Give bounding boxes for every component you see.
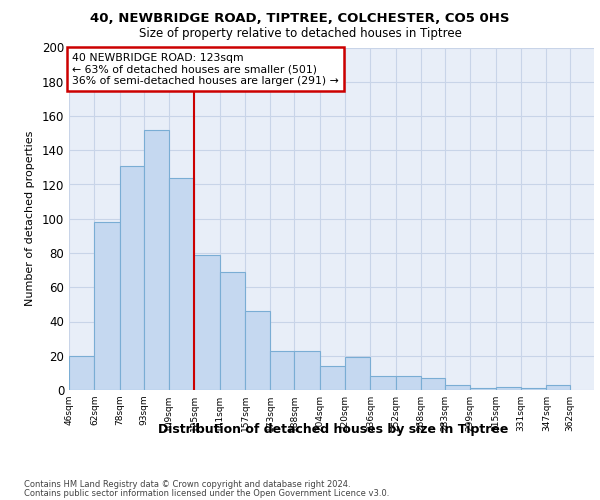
Bar <box>245 311 271 390</box>
Bar <box>345 358 370 390</box>
Bar <box>320 366 345 390</box>
Bar <box>271 350 294 390</box>
Bar <box>496 386 521 390</box>
Bar <box>421 378 445 390</box>
Text: 40, NEWBRIDGE ROAD, TIPTREE, COLCHESTER, CO5 0HS: 40, NEWBRIDGE ROAD, TIPTREE, COLCHESTER,… <box>90 12 510 26</box>
Text: Contains public sector information licensed under the Open Government Licence v3: Contains public sector information licen… <box>24 489 389 498</box>
Bar <box>396 376 421 390</box>
Bar <box>370 376 396 390</box>
Bar <box>220 272 245 390</box>
Text: 40 NEWBRIDGE ROAD: 123sqm
← 63% of detached houses are smaller (501)
36% of semi: 40 NEWBRIDGE ROAD: 123sqm ← 63% of detac… <box>72 52 339 86</box>
Bar <box>169 178 194 390</box>
Bar <box>94 222 120 390</box>
Bar <box>69 356 94 390</box>
Y-axis label: Number of detached properties: Number of detached properties <box>25 131 35 306</box>
Bar <box>521 388 547 390</box>
Bar <box>445 385 470 390</box>
Text: Contains HM Land Registry data © Crown copyright and database right 2024.: Contains HM Land Registry data © Crown c… <box>24 480 350 489</box>
Bar <box>120 166 143 390</box>
Bar <box>547 385 570 390</box>
Bar <box>470 388 496 390</box>
Text: Distribution of detached houses by size in Tiptree: Distribution of detached houses by size … <box>158 422 508 436</box>
Bar <box>294 350 320 390</box>
Bar <box>194 254 220 390</box>
Bar <box>143 130 169 390</box>
Text: Size of property relative to detached houses in Tiptree: Size of property relative to detached ho… <box>139 28 461 40</box>
